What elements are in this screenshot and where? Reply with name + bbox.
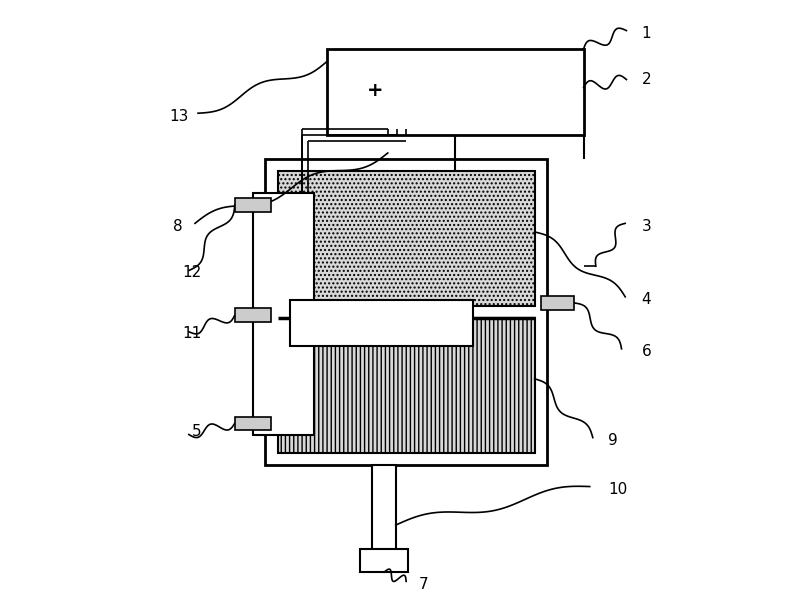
Bar <box>234 198 271 212</box>
Bar <box>326 49 584 135</box>
Text: 12: 12 <box>182 265 201 280</box>
Bar <box>278 318 534 453</box>
Text: +: + <box>367 81 384 100</box>
Bar <box>253 193 314 436</box>
Text: 10: 10 <box>608 482 627 497</box>
Bar <box>541 296 574 310</box>
Text: 2: 2 <box>642 72 651 87</box>
Text: 9: 9 <box>608 433 618 448</box>
Bar <box>234 308 271 322</box>
Text: 4: 4 <box>642 293 651 307</box>
Text: 3: 3 <box>642 219 651 234</box>
Text: 13: 13 <box>170 109 189 124</box>
Bar <box>266 159 547 465</box>
Text: 7: 7 <box>418 577 428 592</box>
Text: 6: 6 <box>642 345 651 359</box>
Bar <box>278 171 534 306</box>
Bar <box>373 465 396 551</box>
Text: 5: 5 <box>191 424 201 439</box>
Bar <box>360 549 408 572</box>
Text: 1: 1 <box>642 26 651 41</box>
Bar <box>234 417 271 430</box>
Text: 8: 8 <box>173 219 182 234</box>
Text: 11: 11 <box>182 326 201 341</box>
Bar <box>290 300 474 346</box>
